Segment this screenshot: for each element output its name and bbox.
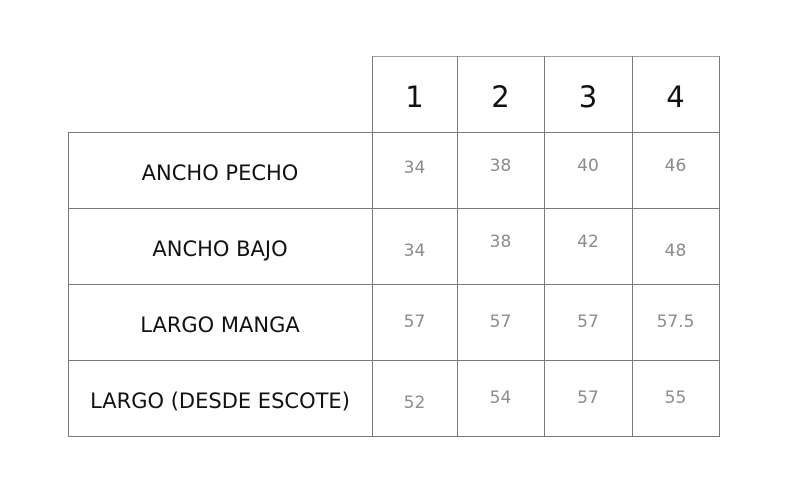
table-cell-value: 40 xyxy=(577,156,599,176)
grid-line xyxy=(68,360,720,361)
table-cell-value: 34 xyxy=(403,158,426,178)
table-cell-value: 57.5 xyxy=(656,312,695,332)
grid-line xyxy=(68,436,720,437)
table-cell-value: 57 xyxy=(577,388,599,408)
grid-line xyxy=(544,56,545,436)
column-header-size: 4 xyxy=(666,80,685,114)
column-header-size: 3 xyxy=(578,80,598,114)
column-header-size: 1 xyxy=(405,80,424,114)
table-cell-value: 34 xyxy=(403,241,426,261)
row-label: LARGO MANGA xyxy=(140,313,300,337)
table-cell-value: 38 xyxy=(489,156,512,176)
row-label: ANCHO PECHO xyxy=(141,161,299,185)
grid-line xyxy=(68,132,69,436)
table-cell-value: 42 xyxy=(577,232,599,252)
grid-line xyxy=(68,208,720,209)
grid-line xyxy=(457,56,458,436)
table-cell-value: 55 xyxy=(664,388,687,408)
table-cell-value: 46 xyxy=(664,156,687,176)
table-cell-value: 54 xyxy=(489,388,512,408)
grid-line xyxy=(68,284,720,285)
table-cell-value: 57 xyxy=(489,312,512,332)
grid-line xyxy=(632,56,633,436)
grid-line xyxy=(372,56,719,57)
grid-line xyxy=(372,56,373,436)
table-cell-value: 57 xyxy=(403,312,426,332)
row-label: ANCHO BAJO xyxy=(152,237,288,261)
table-cell-value: 57 xyxy=(577,312,599,332)
table-cell-value: 48 xyxy=(664,241,687,261)
grid-line xyxy=(68,132,720,133)
grid-line xyxy=(719,56,720,436)
row-label: LARGO (DESDE ESCOTE) xyxy=(90,389,350,413)
table-cell-value: 38 xyxy=(489,232,512,252)
table-cell-value: 52 xyxy=(403,393,426,413)
column-header-size: 2 xyxy=(491,80,510,114)
